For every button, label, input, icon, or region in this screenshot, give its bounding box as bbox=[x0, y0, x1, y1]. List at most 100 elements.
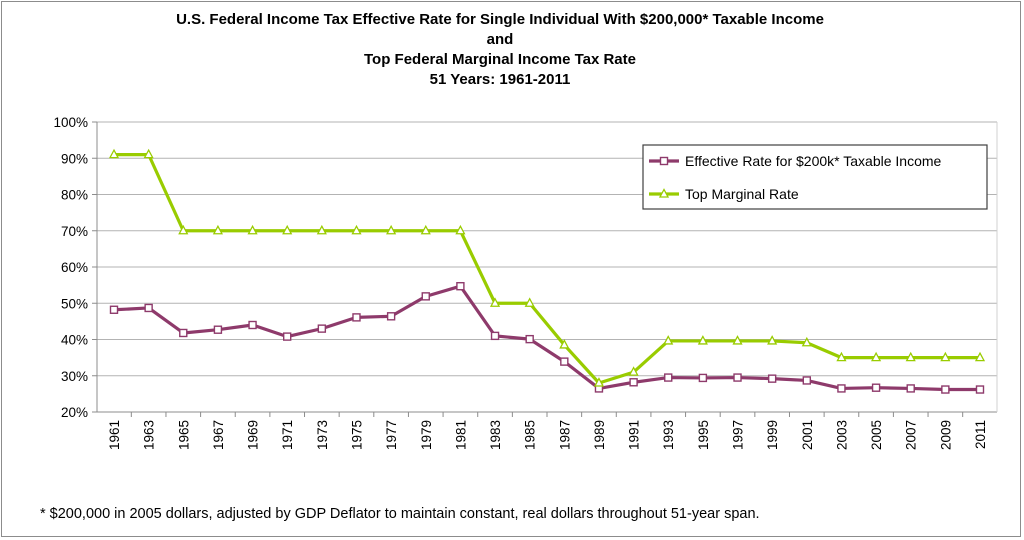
data-point bbox=[628, 366, 639, 376]
legend-item: Top Marginal Rate bbox=[649, 186, 799, 202]
data-point bbox=[732, 335, 743, 345]
chart-title-line-1: U.S. Federal Income Tax Effective Rate f… bbox=[176, 11, 824, 28]
data-point bbox=[593, 377, 605, 387]
data-point bbox=[837, 384, 846, 393]
legend-label: Effective Rate for $200k* Taxable Income bbox=[685, 153, 942, 169]
x-tick-label: 2005 bbox=[869, 420, 884, 450]
x-tick-label: 1997 bbox=[731, 420, 746, 450]
data-point bbox=[664, 373, 673, 382]
x-tick-label: 1979 bbox=[419, 420, 434, 450]
data-point bbox=[317, 324, 327, 333]
data-point bbox=[212, 224, 224, 235]
x-tick-label: 2003 bbox=[834, 420, 849, 450]
data-point bbox=[663, 335, 674, 345]
data-point bbox=[456, 282, 465, 291]
x-tick-label: 2011 bbox=[973, 420, 988, 449]
series-line bbox=[114, 153, 980, 385]
data-point bbox=[386, 312, 396, 321]
y-tick-label: 20% bbox=[61, 405, 88, 420]
x-tick-label: 1961 bbox=[107, 420, 122, 450]
legend-swatch-marker bbox=[658, 188, 670, 198]
x-tick-label: 2009 bbox=[938, 420, 953, 450]
legend-swatch-marker bbox=[659, 156, 669, 166]
data-point bbox=[386, 224, 397, 235]
data-point bbox=[282, 224, 293, 235]
y-tick-label: 30% bbox=[61, 369, 88, 384]
x-tick-label: 1973 bbox=[315, 420, 330, 450]
x-tick-label: 1995 bbox=[696, 420, 711, 450]
y-axis-ticks: 20% 30% 40% 50% 60% 70% 80% 90% 100% bbox=[53, 115, 97, 420]
x-tick-label: 1975 bbox=[349, 420, 364, 450]
data-point bbox=[178, 224, 189, 235]
chart-title-line-2: and bbox=[486, 31, 514, 48]
data-point bbox=[421, 292, 430, 301]
x-tick-label: 2007 bbox=[904, 420, 919, 450]
data-point bbox=[179, 328, 188, 338]
data-point bbox=[420, 224, 431, 235]
data-point bbox=[525, 334, 534, 344]
data-point bbox=[524, 297, 535, 307]
legend-label: Top Marginal Rate bbox=[685, 186, 799, 202]
data-point bbox=[767, 335, 778, 345]
data-point bbox=[733, 373, 742, 382]
x-axis-ticks: 1961 1963 1965 1967 1969 1971 1973 1975 1977 1979… bbox=[107, 412, 988, 450]
data-point bbox=[352, 313, 361, 322]
data-point bbox=[801, 336, 812, 347]
data-point bbox=[455, 224, 466, 235]
footnote: * $200,000 in 2005 dollars, adjusted by … bbox=[40, 506, 760, 522]
data-point bbox=[143, 148, 154, 159]
data-point bbox=[629, 378, 638, 387]
data-point bbox=[697, 335, 708, 345]
data-point bbox=[283, 332, 292, 341]
data-point bbox=[489, 297, 501, 307]
data-point bbox=[802, 376, 811, 385]
y-tick-label: 50% bbox=[61, 296, 88, 311]
x-tick-label: 1989 bbox=[592, 420, 607, 450]
data-point bbox=[560, 357, 569, 366]
data-point bbox=[316, 224, 327, 235]
data-point bbox=[248, 320, 257, 330]
data-point bbox=[351, 224, 362, 235]
chart-title-line-4: 51 Years: 1961-2011 bbox=[429, 71, 571, 88]
x-tick-label: 1993 bbox=[661, 420, 676, 450]
y-tick-label: 70% bbox=[61, 224, 88, 239]
data-point bbox=[144, 303, 153, 313]
data-point bbox=[559, 339, 570, 349]
x-tick-label: 1983 bbox=[488, 420, 503, 450]
x-tick-label: 1985 bbox=[523, 420, 538, 450]
data-point bbox=[871, 383, 881, 392]
y-tick-label: 90% bbox=[61, 151, 88, 166]
y-tick-label: 60% bbox=[61, 260, 88, 275]
legend-item: Effective Rate for $200k* Taxable Income bbox=[649, 153, 942, 169]
y-tick-label: 80% bbox=[61, 188, 88, 203]
chart-title-line-3: Top Federal Marginal Income Tax Rate bbox=[363, 51, 636, 68]
x-tick-label: 1965 bbox=[176, 420, 191, 450]
x-tick-label: 2001 bbox=[800, 420, 815, 450]
data-point bbox=[108, 148, 120, 159]
chart-title: U.S. Federal Income Tax Effective Rate f… bbox=[0, 10, 1000, 90]
data-point bbox=[941, 385, 950, 394]
series-line bbox=[113, 284, 980, 392]
series-effective-rate bbox=[109, 282, 985, 394]
data-point bbox=[975, 385, 985, 394]
data-point bbox=[109, 305, 119, 314]
y-tick-label: 40% bbox=[61, 333, 88, 348]
x-tick-label: 1987 bbox=[557, 420, 572, 450]
x-tick-label: 1991 bbox=[627, 420, 642, 450]
legend: Effective Rate for $200k* Taxable Income… bbox=[642, 144, 988, 210]
x-tick-label: 1981 bbox=[453, 420, 468, 450]
series-top-marginal-rate bbox=[108, 148, 986, 387]
data-point bbox=[698, 373, 708, 383]
x-tick-label: 1977 bbox=[384, 420, 399, 450]
data-point bbox=[490, 331, 500, 341]
legend-box bbox=[642, 144, 988, 210]
data-point bbox=[213, 325, 223, 334]
data-point bbox=[906, 384, 915, 393]
data-point bbox=[767, 374, 777, 383]
data-point bbox=[870, 351, 882, 362]
x-tick-label: 1967 bbox=[211, 420, 226, 450]
x-tick-label: 1969 bbox=[246, 420, 261, 450]
series-layer bbox=[108, 148, 986, 394]
x-tick-label: 1971 bbox=[280, 420, 295, 450]
